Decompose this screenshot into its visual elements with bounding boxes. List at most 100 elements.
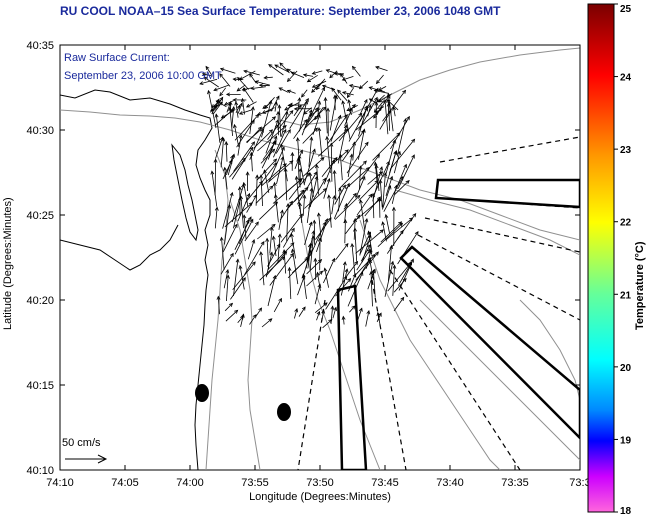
current-vector-head	[396, 132, 401, 137]
current-vector-head	[333, 156, 338, 162]
current-vector-head	[219, 67, 225, 72]
current-vector-head	[231, 105, 236, 111]
current-vector-head	[203, 76, 208, 81]
current-vector	[369, 260, 374, 280]
current-vector-head	[295, 137, 300, 142]
scale-arrow-icon	[65, 454, 108, 464]
current-vector	[259, 201, 278, 220]
current-vector	[273, 129, 287, 158]
current-vector	[259, 84, 270, 87]
current-vector-head	[229, 191, 234, 197]
current-vector-head	[273, 162, 278, 167]
current-vector	[244, 221, 259, 242]
current-vector	[360, 244, 371, 262]
current-vector	[316, 311, 320, 321]
current-vector	[255, 185, 273, 204]
current-vector	[278, 105, 282, 137]
current-vector	[199, 78, 218, 85]
current-vector	[285, 168, 288, 201]
current-vector	[274, 102, 277, 112]
current-vector-head	[398, 222, 404, 227]
current-vector	[325, 276, 348, 310]
current-vector-head	[375, 251, 379, 256]
current-vector	[286, 68, 295, 74]
current-vector-head	[331, 257, 336, 263]
current-vector	[314, 107, 324, 120]
coastline	[60, 89, 213, 470]
current-vector	[231, 184, 245, 223]
current-vector	[342, 76, 354, 81]
current-vector	[222, 192, 233, 229]
current-vector	[293, 119, 308, 139]
current-vector-head	[279, 62, 284, 67]
current-vector-head	[313, 127, 319, 132]
current-vector-head	[358, 165, 363, 170]
current-vector	[284, 102, 300, 111]
current-vector	[328, 195, 332, 228]
current-vector	[376, 313, 382, 323]
current-vector-head	[277, 104, 282, 109]
current-vector	[358, 129, 365, 160]
current-vector-head	[199, 81, 204, 85]
current-vector-head	[391, 206, 396, 211]
current-vector-head	[305, 97, 309, 103]
current-vector-head	[301, 93, 305, 98]
current-vector	[255, 81, 270, 86]
current-vector-head	[234, 101, 239, 106]
current-vector-head	[226, 274, 230, 279]
current-vector-head	[273, 135, 278, 140]
current-vector-head	[389, 244, 394, 250]
current-vector	[308, 178, 326, 209]
current-vector-head	[347, 278, 352, 283]
current-vector	[373, 161, 390, 195]
current-vector	[330, 115, 341, 142]
current-vector	[260, 251, 265, 286]
current-vector	[347, 87, 355, 98]
current-vector	[267, 124, 279, 140]
current-vector	[315, 217, 332, 240]
current-vector-head	[320, 157, 325, 162]
current-vector	[249, 128, 264, 160]
current-vector-head	[353, 227, 358, 232]
current-vector-head	[290, 242, 295, 247]
current-vector	[239, 265, 245, 290]
current-vector-head	[318, 270, 324, 275]
current-vector-head	[378, 87, 383, 91]
current-vector	[280, 144, 288, 182]
current-vector	[359, 99, 368, 115]
current-vector	[261, 100, 272, 138]
x-tick-label: 73:40	[436, 477, 464, 489]
current-vector-head	[311, 230, 316, 235]
current-vector	[351, 243, 356, 278]
current-vector-head	[201, 72, 207, 77]
current-vector-head	[316, 113, 321, 119]
current-vector	[306, 188, 313, 223]
current-vector	[344, 203, 347, 224]
current-vector-head	[301, 306, 306, 311]
current-vector-head	[297, 104, 302, 109]
current-vector	[385, 176, 393, 197]
current-vector-head	[314, 107, 319, 112]
current-vector	[326, 69, 343, 76]
current-vector	[359, 80, 369, 89]
colorbar-tick-label: 24	[620, 73, 632, 84]
current-vector-head	[406, 115, 410, 121]
current-vector-head	[268, 63, 273, 68]
current-vector	[210, 104, 218, 113]
current-vector-head	[405, 179, 410, 185]
current-vector-head	[287, 129, 291, 134]
x-tick-label: 73:45	[371, 477, 399, 489]
current-vector-head	[383, 98, 388, 104]
y-tick-label: 40:20	[26, 295, 54, 307]
current-vector	[348, 273, 356, 292]
current-vector	[369, 98, 378, 104]
current-vector-head	[351, 65, 356, 70]
current-vector-head	[341, 315, 346, 320]
current-vector-head	[254, 80, 259, 84]
colorbar-label: Temperature (°C)	[634, 241, 646, 330]
current-vector-head	[238, 134, 243, 139]
current-vector	[354, 254, 376, 276]
current-vector	[255, 307, 262, 317]
current-vector	[269, 253, 294, 286]
